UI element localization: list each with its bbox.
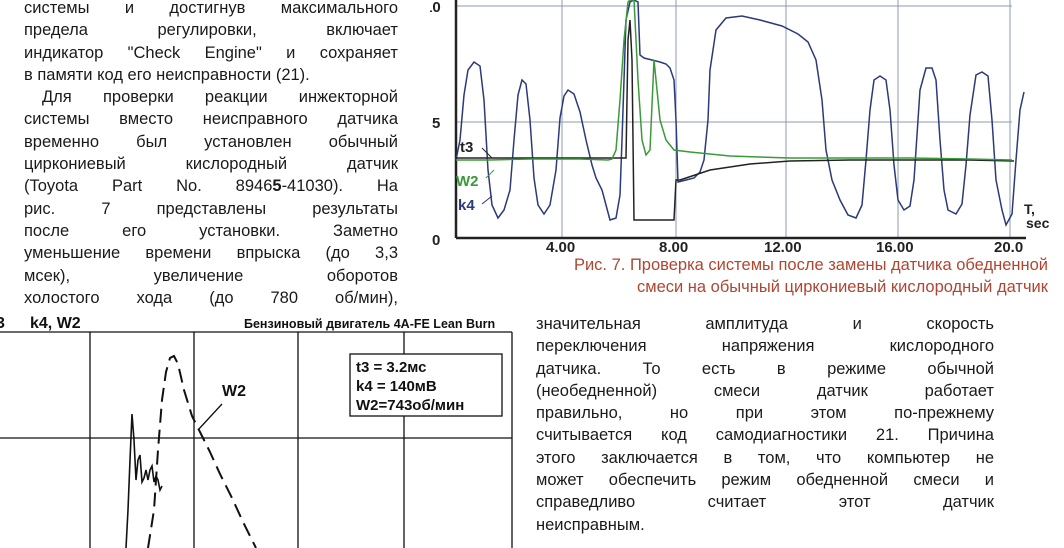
series-label-w2: W2 [456, 173, 479, 190]
text-line: системы вместо неисправного датчика [24, 110, 398, 129]
series-label-t3: t3 [460, 139, 473, 156]
x-tick: 8.00 [659, 239, 688, 256]
text-line: может обеспечить режим обедненной смеси … [536, 471, 994, 490]
part-number-bold-digit: 5 [272, 177, 282, 196]
text-line: в памяти код его неисправности (21). [24, 65, 310, 84]
text-line: системы и достигнув максимального [24, 0, 398, 17]
text-line: после его установки. Заметно [24, 221, 398, 240]
text-line: уменьшение времени впрыска (до 3,3 [24, 244, 398, 263]
x-tick: 20.0 [994, 239, 1023, 256]
x-unit-label: T, [1024, 201, 1035, 217]
label-pointer [485, 169, 495, 179]
x-tick: 4.00 [546, 239, 575, 256]
caption-line: Рис. 7. Проверка системы после замены да… [573, 256, 1048, 274]
k4-signal-trace [455, 0, 1025, 228]
text-line: рис. 7 представлены результаты [24, 199, 398, 218]
text-line: мсек), увеличение оборотов [24, 266, 398, 285]
figure-caption: Рис. 7. Проверка системы после замены да… [440, 254, 1048, 298]
part-number-prefix: (Toyota Part No. 8946 [24, 177, 273, 196]
text-line: холостого хода (до 780 об/мин), [24, 288, 398, 307]
curve-label-w2: W2 [222, 383, 246, 400]
caption-line: смеси на обычный циркониевый кислородный… [636, 278, 1048, 296]
label-pointer [481, 195, 493, 205]
t3-signal-trace [456, 19, 1015, 221]
text-line: предела регулировки, включает [24, 21, 398, 40]
series-label-k4: k4 [458, 197, 475, 214]
corner-label: 3 [0, 315, 5, 332]
text-line: временно был установлен обычный [24, 132, 398, 151]
x-unit-label-sec: sec [1026, 215, 1050, 231]
text-line: этого заключается в том, что компьютер н… [536, 448, 994, 467]
text-line: датчика. То есть в режиме обычной [536, 359, 994, 378]
oscillogram-top: 10 5 0 4.00 8.00 12.00 16.00 20.0 T, sec… [430, 0, 1050, 256]
readout-line: t3 = 3.2мс [356, 359, 427, 376]
y-tick: 0 [432, 232, 440, 249]
w2-signal-trace [147, 354, 257, 548]
oscillogram-bottom: 3 k4, W2 Бензиновый двигатель 4A-FE Lean… [0, 315, 513, 548]
x-tick: 12.00 [764, 239, 802, 256]
text-line: справедливо считает этот датчик [536, 493, 994, 512]
label-pointer [197, 403, 223, 431]
text-line: индикатор "Check Engine" и сохраняет [24, 43, 398, 62]
text-line: считывается код самодиагностики 21. Прич… [536, 426, 994, 445]
graph-grid [456, 0, 1012, 238]
part-number-suffix: -41030). На [281, 177, 398, 196]
label-pointer [481, 147, 493, 159]
x-tick: 16.00 [876, 239, 914, 256]
y-tick: 10 [430, 0, 441, 16]
graph-title-right: Бензиновый двигатель 4A-FE Lean Burn [244, 317, 495, 331]
graph-title-left: k4, W2 [30, 315, 81, 332]
readout-box [349, 353, 503, 417]
readout-line: k4 = 140мВ [356, 378, 437, 395]
text-line: Для проверки реакции инжекторной [42, 88, 398, 107]
text-line: правильно, но при этом по-прежнему [536, 404, 994, 423]
w2-signal-trace [456, 0, 1013, 161]
text-line: (необедненной) смеси датчик работает [536, 381, 994, 400]
graph-grid [0, 331, 513, 548]
left-text-column: системы и достигнув максимального предел… [24, 0, 398, 309]
text-line-part-number: (Toyota Part No. 89465-41030). На [24, 175, 398, 197]
graph-axes [454, 0, 1026, 240]
text-line: неисправным. [536, 515, 645, 534]
readout-line: W2=743об/мин [356, 397, 464, 414]
text-line: циркониевый кислородный датчик [24, 155, 398, 174]
text-line: переключения напряжения кислородного [536, 337, 994, 356]
text-line: значительная амплитуда и скорость [536, 315, 994, 333]
y-tick: 5 [432, 115, 440, 132]
right-text-column: значительная амплитуда и скорость перекл… [536, 313, 994, 536]
